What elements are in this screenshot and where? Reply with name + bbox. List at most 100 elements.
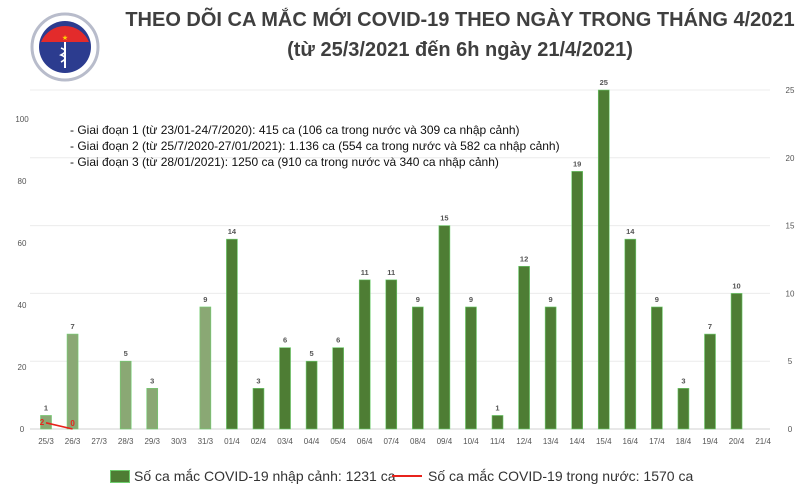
note-phase-2: - Giai đoạn 2 (từ 25/7/2020-27/01/2021):… bbox=[70, 139, 560, 153]
chart-subtitle: (từ 25/3/2021 đến 6h ngày 21/4/2021) bbox=[287, 39, 633, 61]
x-axis-tick: 10/4 bbox=[463, 437, 479, 446]
bar bbox=[40, 415, 52, 430]
svg-text:★: ★ bbox=[62, 34, 68, 42]
bar-data-label: 1 bbox=[495, 403, 499, 412]
note-phase-1: - Giai đoạn 1 (từ 23/01-24/7/2020): 415 … bbox=[70, 123, 520, 137]
x-axis-tick: 03/4 bbox=[277, 437, 293, 446]
ministry-of-health-logo: ★ bbox=[30, 12, 100, 82]
legend-label-domestic: Số ca mắc COVID-19 trong nước: 1570 ca bbox=[428, 468, 694, 484]
bar bbox=[491, 415, 504, 430]
x-axis-tick: 27/3 bbox=[91, 437, 107, 446]
bar-data-label: 19 bbox=[573, 159, 581, 168]
x-axis-tick: 18/4 bbox=[676, 437, 692, 446]
bar-data-label: 6 bbox=[336, 336, 340, 345]
right-axis-tick: 15 bbox=[786, 222, 795, 231]
bar bbox=[332, 347, 344, 430]
x-axis-tick: 29/3 bbox=[144, 437, 160, 446]
bar-data-label: 7 bbox=[708, 322, 712, 331]
legend-line-swatch bbox=[392, 475, 422, 477]
x-axis-tick: 13/4 bbox=[543, 437, 559, 446]
x-axis-tick: 12/4 bbox=[516, 437, 532, 446]
right-axis-tick: 5 bbox=[788, 357, 793, 366]
domestic-line bbox=[45, 422, 73, 430]
left-axis-tick: 100 bbox=[15, 115, 29, 124]
bar-data-label: 11 bbox=[387, 268, 395, 277]
bar-data-label: 14 bbox=[626, 227, 635, 236]
note-phase-3: - Giai đoạn 3 (từ 28/01/2021): 1250 ca (… bbox=[70, 155, 499, 169]
left-axis-tick: 20 bbox=[18, 363, 27, 372]
bar-data-label: 9 bbox=[655, 295, 659, 304]
legend-bar-swatch bbox=[110, 469, 130, 483]
bar-data-label: 5 bbox=[124, 349, 128, 358]
bar bbox=[465, 306, 477, 430]
bar-data-label: 3 bbox=[681, 376, 685, 385]
right-axis-tick: 25 bbox=[786, 86, 795, 95]
phase-notes: - Giai đoạn 1 (từ 23/01-24/7/2020): 415 … bbox=[70, 122, 560, 170]
x-axis-tick: 20/4 bbox=[729, 437, 745, 446]
x-axis-tick: 11/4 bbox=[490, 437, 506, 446]
left-axis-tick: 0 bbox=[20, 425, 25, 434]
bar bbox=[226, 238, 238, 430]
bar-data-label: 1 bbox=[44, 403, 48, 412]
bar bbox=[412, 306, 424, 430]
x-axis-tick: 14/4 bbox=[569, 437, 585, 446]
x-axis-tick: 26/3 bbox=[65, 437, 81, 446]
bar-data-label: 7 bbox=[70, 322, 74, 331]
x-axis-tick: 28/3 bbox=[118, 437, 134, 446]
x-axis-tick: 15/4 bbox=[596, 437, 612, 446]
bar-data-label: 9 bbox=[549, 295, 553, 304]
bar-data-label: 9 bbox=[203, 295, 207, 304]
x-axis-tick: 09/4 bbox=[437, 437, 453, 446]
x-axis-tick: 04/4 bbox=[304, 437, 320, 446]
legend-item-imported: Số ca mắc COVID-19 nhập cảnh: 1231 ca bbox=[110, 468, 395, 484]
bar bbox=[305, 360, 318, 430]
legend-item-domestic: Số ca mắc COVID-19 trong nước: 1570 ca bbox=[392, 468, 693, 484]
bar bbox=[571, 171, 584, 430]
bar-data-label: 11 bbox=[361, 268, 369, 277]
bar-data-label: 9 bbox=[469, 295, 473, 304]
bar bbox=[199, 306, 212, 430]
bar-data-label: 3 bbox=[256, 376, 260, 385]
chart-title: THEO DÕI CA MẮC MỚI COVID-19 THEO NGÀY T… bbox=[125, 9, 795, 31]
x-axis-tick: 01/4 bbox=[224, 437, 240, 446]
bar-data-label: 25 bbox=[600, 78, 608, 87]
x-axis-tick: 16/4 bbox=[623, 437, 639, 446]
right-axis-tick: 0 bbox=[788, 425, 793, 434]
right-axis-tick: 20 bbox=[786, 154, 795, 163]
bar bbox=[279, 347, 291, 430]
left-axis-tick: 40 bbox=[18, 301, 27, 310]
bar-data-label: 6 bbox=[283, 336, 287, 345]
bar bbox=[518, 265, 530, 430]
bar-data-label: 10 bbox=[732, 281, 740, 290]
line-data-label: 2 bbox=[40, 418, 45, 427]
bar bbox=[597, 89, 610, 430]
bar bbox=[651, 306, 663, 430]
bar bbox=[66, 333, 79, 430]
bar bbox=[252, 388, 265, 430]
bar bbox=[704, 333, 716, 430]
bar-data-label: 14 bbox=[228, 227, 237, 236]
x-axis-tick: 08/4 bbox=[410, 437, 426, 446]
bar-data-label: 15 bbox=[440, 214, 448, 223]
x-axis-tick: 17/4 bbox=[649, 437, 665, 446]
x-axis-tick: 05/4 bbox=[330, 437, 346, 446]
legend-label-imported: Số ca mắc COVID-19 nhập cảnh: 1231 ca bbox=[134, 468, 396, 484]
left-axis-tick: 60 bbox=[18, 239, 27, 248]
x-axis-tick: 06/4 bbox=[357, 437, 373, 446]
bar-data-label: 3 bbox=[150, 376, 154, 385]
x-axis-tick: 21/4 bbox=[755, 437, 771, 446]
line-data-label: 0 bbox=[70, 419, 75, 428]
x-axis-tick: 30/3 bbox=[171, 437, 187, 446]
bar bbox=[119, 360, 132, 430]
x-axis-tick: 25/3 bbox=[38, 437, 54, 446]
x-axis-tick: 07/4 bbox=[383, 437, 399, 446]
bar bbox=[438, 225, 451, 430]
bar bbox=[677, 388, 690, 430]
x-axis-tick: 02/4 bbox=[251, 437, 267, 446]
x-axis-tick: 19/4 bbox=[702, 437, 718, 446]
right-axis-tick: 10 bbox=[786, 289, 795, 298]
bar-data-label: 5 bbox=[310, 349, 314, 358]
bar bbox=[358, 279, 371, 430]
